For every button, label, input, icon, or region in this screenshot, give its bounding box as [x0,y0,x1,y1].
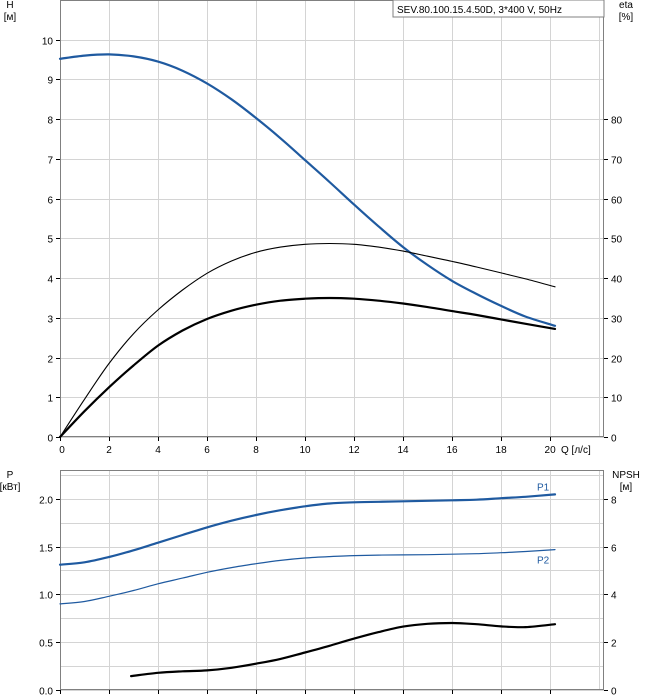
plot-frame [60,470,604,690]
curve-p2 [59,549,556,605]
y2-tick-label: 40 [611,275,623,286]
y-tick-label: 2 [47,355,53,366]
curve-head [58,53,557,327]
y2-tick-label: 2 [611,639,617,650]
y2-axis-unit: [м] [620,482,633,493]
y2-tick-label: 8 [611,496,617,507]
y2-tick-label: 70 [611,156,623,167]
y-axis-unit: [кВт] [0,482,21,493]
x-tick-label: 0 [59,445,65,456]
curve-eta2 [58,296,557,439]
y-tick-label: 1.5 [39,544,53,555]
y2-tick-label: 30 [611,315,623,326]
series-label-p2: P2 [537,556,550,567]
y2-tick-label: 6 [611,544,617,555]
y-tick-label: 0.0 [39,687,53,698]
curve-p1 [58,493,557,566]
plot-frame [60,0,604,437]
y-tick-label: 9 [47,76,53,87]
y-tick-label: 10 [42,37,54,48]
y2-axis-title: eta [619,0,633,11]
x-tick-label: 2 [106,445,112,456]
bottom-panel: 0.0 0.5 1.0 1.5 2.0 0 2 4 6 8 P[кВт] NPSH[м] P1 P2 [0,470,640,698]
x-tick-label: 14 [398,445,410,456]
y-tick-label: 0 [47,434,53,445]
y-axis-unit: [м] [4,12,17,23]
y-axis-title: H [6,0,13,11]
x-tick-label: 16 [447,445,459,456]
x-tick-label: 12 [348,445,360,456]
y2-axis-title: NPSH [612,470,640,481]
y2-axis-unit: [%] [619,12,634,23]
model-label: SEV.80.100.15.4.50D, 3*400 V, 50Hz [397,5,562,16]
x-tick-label: 10 [299,445,311,456]
x-tick-label: 6 [204,445,210,456]
model-label-box: SEV.80.100.15.4.50D, 3*400 V, 50Hz [392,0,605,18]
y2-tick-label: 4 [611,591,617,602]
y2-tick-label: 80 [611,116,623,127]
curve-eta1 [59,242,556,438]
y2-tick-label: 0 [611,434,617,445]
y-axis-title: P [7,470,14,481]
y-tick-label: 0.5 [39,639,53,650]
y2-tick-label: 0 [611,687,617,698]
y2-tick-label: 60 [611,196,623,207]
y2-tick-label: 10 [611,394,623,405]
y-tick-label: 8 [47,116,53,127]
y2-tick-label: 20 [611,355,623,366]
y-tick-label: 7 [47,156,53,167]
y-tick-label: 1.0 [39,591,53,602]
y-tick-label: 6 [47,196,53,207]
x-axis-title: Q [л/с] [561,445,591,456]
y2-tick-label: 50 [611,235,623,246]
x-tick-label: 8 [253,445,259,456]
y-tick-label: 4 [47,275,53,286]
y-tick-label: 3 [47,315,53,326]
series-label-p1: P1 [537,482,550,493]
y-tick-label: 5 [47,235,53,246]
x-tick-label: 4 [155,445,161,456]
y-tick-label: 1 [47,394,53,405]
curve-npsh [130,621,557,678]
y-tick-label: 2.0 [39,496,53,507]
x-tick-label: 20 [545,445,557,456]
x-tick-label: 18 [496,445,508,456]
